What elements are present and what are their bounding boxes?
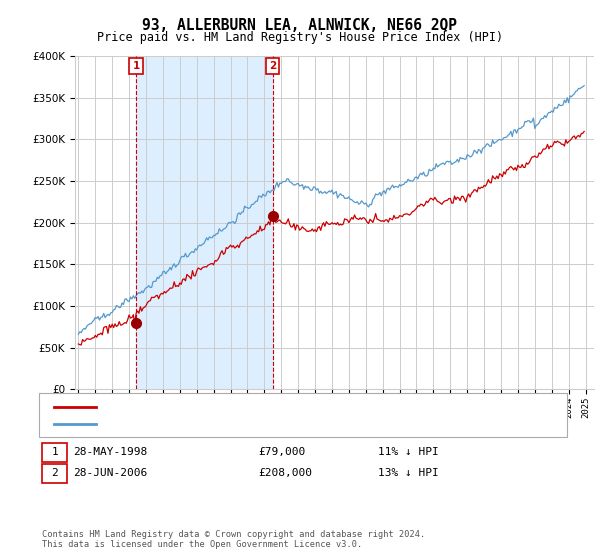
Text: 2: 2 xyxy=(51,468,58,478)
Text: Price paid vs. HM Land Registry's House Price Index (HPI): Price paid vs. HM Land Registry's House … xyxy=(97,31,503,44)
Text: Contains HM Land Registry data © Crown copyright and database right 2024.: Contains HM Land Registry data © Crown c… xyxy=(42,530,425,539)
Text: 2: 2 xyxy=(269,61,276,71)
Text: This data is licensed under the Open Government Licence v3.0.: This data is licensed under the Open Gov… xyxy=(42,540,362,549)
Text: £79,000: £79,000 xyxy=(258,447,305,458)
Text: HPI: Average price, detached house, Northumberland: HPI: Average price, detached house, Nort… xyxy=(102,419,415,430)
Bar xyxy=(136,56,272,389)
Text: 1: 1 xyxy=(51,447,58,458)
Text: 93, ALLERBURN LEA, ALNWICK, NE66 2QP: 93, ALLERBURN LEA, ALNWICK, NE66 2QP xyxy=(143,18,458,33)
Text: 28-MAY-1998: 28-MAY-1998 xyxy=(73,447,148,458)
Text: 93, ALLERBURN LEA, ALNWICK, NE66 2QP (detached house): 93, ALLERBURN LEA, ALNWICK, NE66 2QP (de… xyxy=(102,402,433,412)
Text: 13% ↓ HPI: 13% ↓ HPI xyxy=(378,468,439,478)
Text: £208,000: £208,000 xyxy=(258,468,312,478)
Text: 1: 1 xyxy=(133,61,140,71)
Text: 11% ↓ HPI: 11% ↓ HPI xyxy=(378,447,439,458)
Text: 28-JUN-2006: 28-JUN-2006 xyxy=(73,468,148,478)
